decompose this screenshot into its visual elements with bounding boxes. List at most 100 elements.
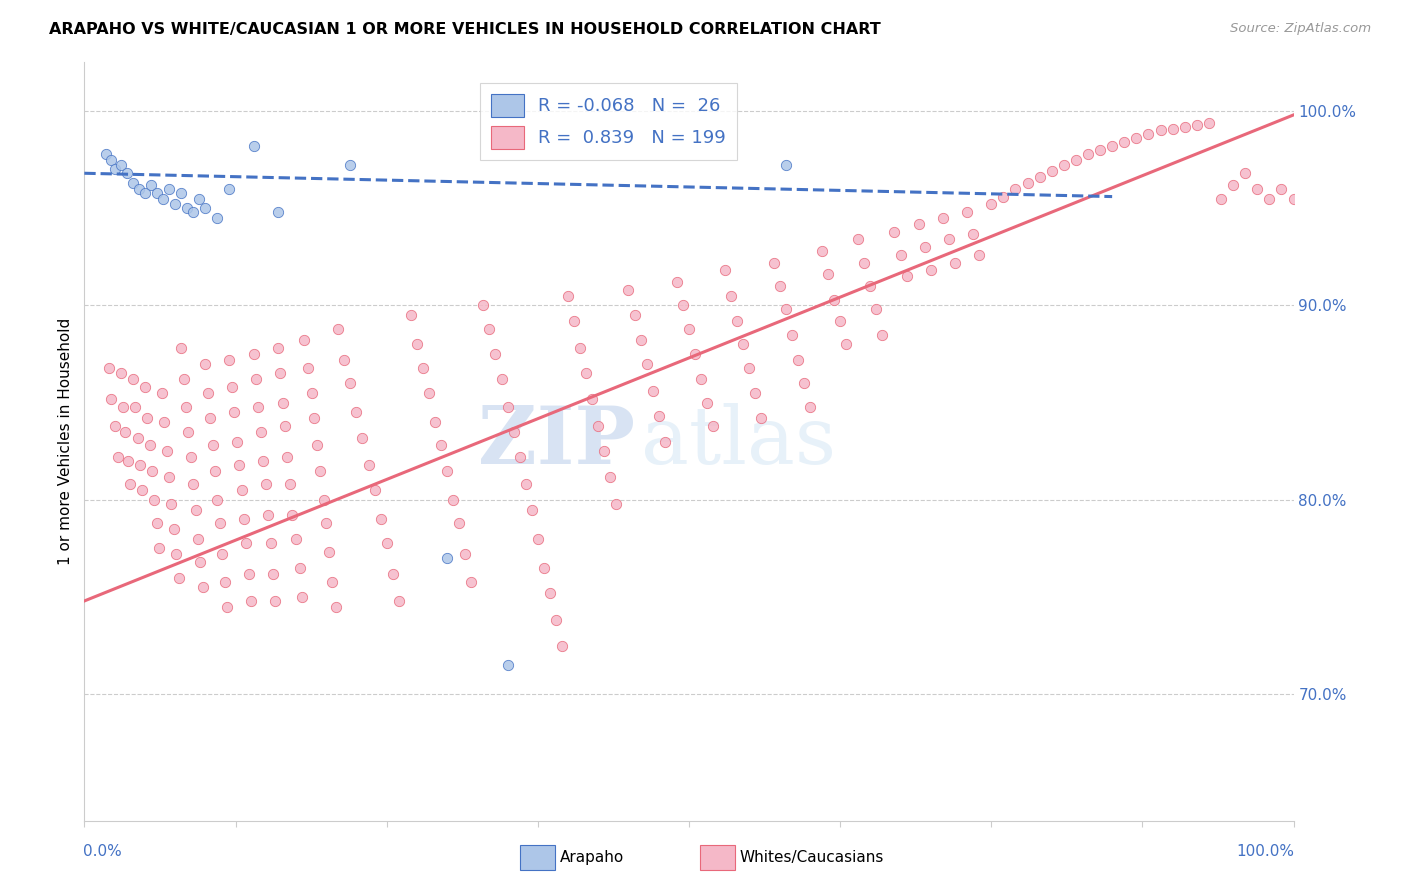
- Point: [191, 580, 214, 594]
- Point: [97, 360, 120, 375]
- Point: [496, 400, 519, 414]
- Point: [793, 376, 815, 391]
- Point: [267, 341, 290, 355]
- Point: [665, 275, 688, 289]
- Point: [932, 211, 955, 225]
- Text: 100.0%: 100.0%: [1237, 844, 1295, 859]
- Point: [134, 186, 156, 200]
- Point: [207, 492, 229, 507]
- Point: [242, 139, 264, 153]
- Point: [896, 269, 918, 284]
- Point: [1088, 143, 1111, 157]
- Point: [245, 372, 267, 386]
- Point: [520, 502, 543, 516]
- Point: [288, 561, 311, 575]
- Point: [318, 545, 340, 559]
- Point: [120, 477, 142, 491]
- Point: [865, 302, 887, 317]
- Point: [436, 551, 458, 566]
- Point: [569, 341, 592, 355]
- Point: [121, 176, 143, 190]
- Point: [907, 217, 929, 231]
- Point: [527, 532, 550, 546]
- Point: [297, 360, 319, 375]
- Point: [993, 189, 1015, 203]
- Point: [163, 522, 186, 536]
- Point: [1017, 176, 1039, 190]
- Point: [190, 555, 212, 569]
- Point: [1125, 131, 1147, 145]
- Point: [1246, 182, 1268, 196]
- Point: [363, 483, 385, 497]
- Point: [325, 599, 347, 614]
- Point: [1222, 178, 1244, 192]
- Point: [533, 561, 555, 575]
- Point: [1053, 159, 1076, 173]
- Point: [165, 197, 187, 211]
- Point: [654, 434, 676, 449]
- Point: [744, 386, 766, 401]
- Point: [250, 425, 273, 439]
- Point: [247, 400, 270, 414]
- Point: [943, 255, 966, 269]
- Point: [208, 516, 231, 531]
- Point: [714, 263, 737, 277]
- Point: [593, 444, 616, 458]
- Point: [131, 483, 153, 497]
- Point: [412, 360, 434, 375]
- Point: [181, 477, 204, 491]
- Point: [1198, 116, 1220, 130]
- Point: [267, 205, 290, 219]
- Point: [352, 431, 374, 445]
- Point: [623, 308, 645, 322]
- Point: [496, 658, 519, 673]
- Point: [1040, 164, 1063, 178]
- Point: [174, 400, 197, 414]
- Point: [890, 248, 912, 262]
- Point: [150, 386, 173, 401]
- Point: [702, 419, 724, 434]
- Text: 0.0%: 0.0%: [83, 844, 122, 859]
- Point: [381, 566, 404, 581]
- Point: [141, 464, 163, 478]
- Point: [194, 201, 217, 215]
- Point: [259, 535, 281, 549]
- Point: [215, 599, 238, 614]
- Point: [124, 400, 146, 414]
- Point: [146, 516, 169, 531]
- Point: [276, 450, 298, 464]
- Point: [160, 497, 183, 511]
- Point: [956, 205, 979, 219]
- Point: [294, 334, 316, 348]
- Point: [94, 146, 117, 161]
- Point: [224, 405, 246, 419]
- Point: [1064, 153, 1087, 167]
- Point: [1149, 123, 1171, 137]
- Point: [509, 450, 531, 464]
- Point: [110, 367, 132, 381]
- Point: [762, 255, 785, 269]
- Point: [799, 400, 821, 414]
- Point: [738, 360, 761, 375]
- Point: [920, 263, 942, 277]
- Point: [339, 159, 361, 173]
- Point: [551, 639, 574, 653]
- Point: [460, 574, 482, 589]
- Point: [225, 434, 247, 449]
- Point: [128, 182, 150, 196]
- Point: [197, 386, 219, 401]
- Point: [1174, 120, 1197, 134]
- Point: [605, 497, 627, 511]
- Point: [436, 464, 458, 478]
- Y-axis label: 1 or more Vehicles in Household: 1 or more Vehicles in Household: [58, 318, 73, 566]
- Point: [207, 211, 229, 225]
- Point: [167, 571, 190, 585]
- Point: [472, 298, 495, 312]
- Point: [1185, 118, 1208, 132]
- Point: [562, 314, 585, 328]
- Point: [370, 512, 392, 526]
- Point: [980, 197, 1002, 211]
- Point: [252, 454, 274, 468]
- Point: [375, 535, 398, 549]
- Point: [180, 450, 202, 464]
